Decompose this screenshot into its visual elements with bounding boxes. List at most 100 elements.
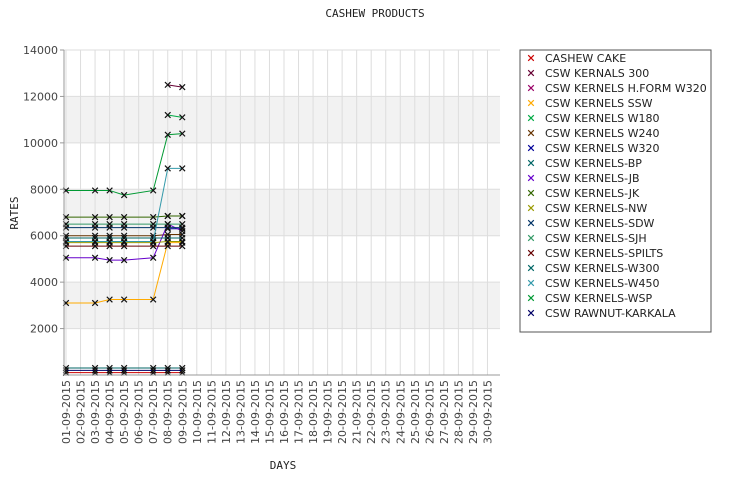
legend-marker: [527, 129, 535, 137]
plot-background: [64, 50, 500, 375]
legend-entry: CSW KERNELS-SPILTS: [545, 247, 663, 260]
plot-band: [64, 189, 500, 236]
x-tick-label: 13-09-2015: [234, 380, 247, 444]
x-axis-label: DAYS: [270, 459, 297, 472]
legend-marker: [527, 234, 535, 242]
data-point: [120, 238, 128, 245]
legend-entry: CSW KERNELS-JK: [545, 187, 640, 200]
data-point: [164, 165, 171, 172]
y-tick-label: 8000: [30, 183, 58, 196]
data-point: [149, 296, 157, 303]
legend-entry: CSW KERNALS 300: [545, 67, 649, 80]
x-tick-label: 15-09-2015: [263, 380, 276, 444]
legend-marker: [527, 294, 535, 302]
data-point: [179, 220, 186, 228]
data-point: [106, 213, 113, 221]
data-point: [120, 220, 128, 228]
x-tick-label: 23-09-2015: [380, 380, 393, 444]
legend-entry: CSW KERNELS W240: [545, 127, 660, 140]
data-point: [120, 191, 128, 199]
legend-entry: CSW KERNELS-W300: [545, 262, 660, 275]
x-tick-label: 01-09-2015: [60, 380, 73, 444]
legend-marker: [527, 249, 535, 257]
data-point: [179, 234, 186, 242]
data-point: [91, 238, 99, 245]
data-point: [164, 212, 171, 220]
x-tick-label: 18-09-2015: [307, 380, 320, 444]
plot-band: [64, 282, 500, 329]
y-tick-label: 2000: [30, 323, 58, 336]
legend-marker: [527, 54, 535, 62]
data-point: [164, 111, 171, 119]
x-tick-label: 03-09-2015: [89, 380, 102, 444]
axes: [63, 50, 500, 376]
data-point: [179, 242, 186, 250]
data-point: [164, 242, 171, 250]
legend-box: [519, 49, 712, 333]
x-tick-label: 20-09-2015: [336, 380, 349, 444]
x-tick-label: 10-09-2015: [191, 380, 204, 444]
legend-marker: [527, 189, 535, 197]
series-line: [167, 84, 183, 88]
x-tick-label: 07-09-2015: [147, 380, 160, 444]
x-tick-label: 25-09-2015: [409, 380, 422, 444]
data-point: [149, 187, 157, 194]
data-point: [106, 296, 113, 303]
legend-marker: [527, 204, 535, 212]
data-point: [179, 83, 186, 91]
data-point: [179, 114, 186, 121]
data-point: [91, 254, 99, 261]
plot-band: [64, 96, 500, 143]
tick-labels: 2000 4000 6000 8000 10000 12000 14000 01-09-201…: [23, 44, 494, 444]
legend-entry: CSW KERNELS-JB: [545, 172, 640, 185]
x-tick-label: 17-09-2015: [293, 380, 306, 444]
x-tick-label: 16-09-2015: [278, 380, 291, 444]
data-point: [91, 367, 99, 374]
x-tick-label: 09-09-2015: [176, 380, 189, 444]
data-point: [91, 187, 99, 194]
data-point: [149, 213, 157, 221]
data-point: [106, 367, 113, 374]
legend-marker: [527, 114, 535, 122]
y-axis-label: RATES: [8, 196, 21, 229]
x-tick-label: 26-09-2015: [423, 380, 436, 444]
y-tick-label: 6000: [30, 230, 58, 243]
data-point: [106, 238, 113, 245]
x-tick-label: 24-09-2015: [394, 380, 407, 444]
x-tick-label: 19-09-2015: [322, 380, 335, 444]
series-13: [62, 242, 186, 250]
series-layer: [62, 81, 186, 376]
legend-entry: CASHEW CAKE: [545, 52, 626, 65]
data-point: [149, 367, 157, 374]
data-point: [164, 131, 171, 138]
data-point: [179, 212, 186, 220]
data-point: [164, 367, 171, 374]
data-point: [164, 81, 171, 89]
x-tick-label: 05-09-2015: [118, 380, 131, 444]
data-point: [106, 220, 113, 228]
data-point: [91, 220, 99, 228]
data-point: [106, 242, 113, 250]
legend-entry: CSW KERNELS-WSP: [545, 292, 653, 305]
data-point: [106, 187, 113, 194]
data-point: [149, 242, 157, 250]
legend-entry: CSW KERNELS SSW: [545, 97, 653, 110]
y-tick-label: 14000: [23, 44, 58, 57]
data-point: [164, 220, 171, 228]
x-tick-label: 29-09-2015: [467, 380, 480, 444]
data-point: [179, 165, 186, 172]
data-point: [149, 238, 157, 245]
y-tick-label: 4000: [30, 276, 58, 289]
legend-marker: [527, 309, 535, 317]
data-point: [120, 296, 128, 303]
legend-entry: CSW RAWNUT-KARKALA: [545, 307, 676, 320]
legend-entry: CSW KERNELS H.FORM W320: [545, 82, 707, 95]
x-tick-label: 02-09-2015: [75, 380, 88, 444]
x-tick-label: 30-09-2015: [481, 380, 494, 444]
x-tick-label: 12-09-2015: [220, 380, 233, 444]
legend: CASHEW CAKE CSW KERNALS 300 CSW KERNELS H.…: [519, 49, 712, 333]
data-point: [164, 234, 171, 242]
legend-entry: CSW KERNELS-SJH: [545, 232, 647, 245]
x-tick-label: 08-09-2015: [162, 380, 175, 444]
